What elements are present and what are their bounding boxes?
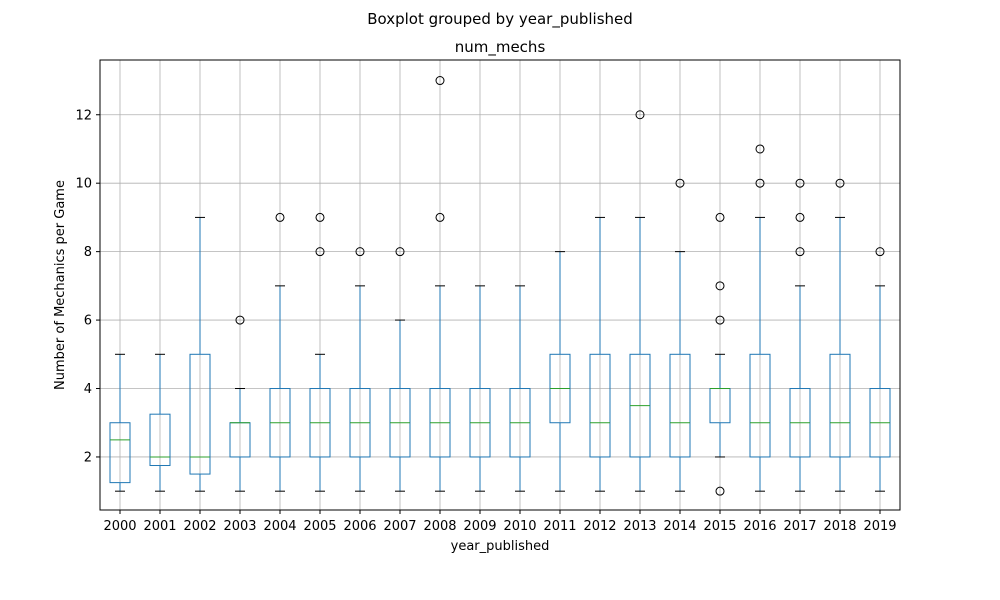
- box-group-2005: [309, 212, 331, 492]
- x-axis-ticks: 2000 2001 2002 2003 2004 2005 2006 2007 2008 2009…: [103, 510, 897, 534]
- outlier-point: [795, 247, 805, 257]
- box-layer: [109, 76, 891, 496]
- y-tick-label: 8: [84, 245, 92, 260]
- outlier-point: [715, 315, 725, 325]
- outlier-point: [755, 144, 765, 154]
- x-tick-label: 2010: [503, 519, 536, 534]
- x-axis-label: year_published: [451, 539, 550, 554]
- box-group-2002: [189, 216, 211, 492]
- box-group-2018: [829, 178, 851, 492]
- box-iqr: [749, 353, 771, 458]
- outlier-point: [715, 212, 725, 222]
- box-group-2009: [469, 285, 491, 492]
- x-tick-label: 2007: [383, 519, 416, 534]
- outlier-point: [275, 212, 285, 222]
- outlier-point: [355, 247, 365, 257]
- box-iqr: [109, 422, 131, 484]
- box-iqr: [189, 353, 211, 475]
- x-tick-label: 2002: [183, 519, 216, 534]
- x-tick-label: 2009: [463, 519, 496, 534]
- box-group-2012: [589, 216, 611, 492]
- outlier-point: [315, 212, 325, 222]
- outlier-point: [795, 178, 805, 188]
- box-group-2013: [629, 110, 651, 492]
- outlier-point: [395, 247, 405, 257]
- outlier-point: [755, 178, 765, 188]
- box-group-2008: [429, 76, 451, 492]
- outlier-point: [315, 247, 325, 257]
- box-group-2011: [549, 251, 571, 492]
- x-tick-label: 2000: [103, 519, 136, 534]
- box-group-2019: [869, 247, 891, 492]
- box-group-2010: [509, 285, 531, 492]
- y-axis-ticks: 2 4 6 8 10 12: [75, 108, 100, 465]
- y-tick-label: 6: [84, 314, 92, 329]
- x-tick-label: 2006: [343, 519, 376, 534]
- plot-frame: [99, 59, 901, 511]
- x-tick-label: 2018: [823, 519, 856, 534]
- x-tick-label: 2004: [263, 519, 296, 534]
- box-group-2015: [709, 212, 731, 496]
- y-tick-label: 2: [84, 450, 92, 465]
- box-group-2003: [229, 315, 251, 492]
- x-tick-label: 2019: [863, 519, 896, 534]
- outlier-point: [235, 315, 245, 325]
- outlier-point: [715, 486, 725, 496]
- x-tick-label: 2003: [223, 519, 256, 534]
- outlier-point: [715, 281, 725, 291]
- x-tick-label: 2014: [663, 519, 696, 534]
- box-group-2004: [269, 212, 291, 492]
- outlier-point: [875, 247, 885, 257]
- outlier-point: [435, 76, 445, 86]
- y-tick-label: 4: [84, 382, 92, 397]
- x-tick-label: 2001: [143, 519, 176, 534]
- box-group-2016: [749, 144, 771, 492]
- outlier-point: [835, 178, 845, 188]
- chart-suptitle: Boxplot grouped by year_published: [367, 10, 633, 29]
- box-group-2014: [669, 178, 691, 492]
- box-group-2007: [389, 247, 411, 492]
- x-tick-label: 2015: [703, 519, 736, 534]
- box-group-2000: [109, 353, 131, 492]
- box-iqr: [829, 353, 851, 458]
- x-tick-label: 2016: [743, 519, 776, 534]
- x-tick-label: 2012: [583, 519, 616, 534]
- outlier-point: [435, 212, 445, 222]
- outlier-point: [635, 110, 645, 120]
- x-tick-label: 2013: [623, 519, 656, 534]
- box-group-2017: [789, 178, 811, 492]
- chart-title: num_mechs: [455, 38, 546, 57]
- x-tick-label: 2011: [543, 519, 576, 534]
- box-group-2006: [349, 247, 371, 492]
- outlier-point: [795, 212, 805, 222]
- box-iqr: [589, 353, 611, 458]
- x-tick-label: 2005: [303, 519, 336, 534]
- box-iqr: [669, 353, 691, 458]
- box-iqr: [149, 413, 171, 467]
- x-tick-label: 2008: [423, 519, 456, 534]
- y-tick-label: 10: [75, 177, 92, 192]
- outlier-point: [675, 178, 685, 188]
- y-tick-label: 12: [75, 108, 92, 123]
- y-axis-label: Number of Mechanics per Game: [53, 180, 68, 390]
- x-tick-label: 2017: [783, 519, 816, 534]
- box-group-2001: [149, 353, 171, 492]
- grid-lines: [100, 60, 900, 510]
